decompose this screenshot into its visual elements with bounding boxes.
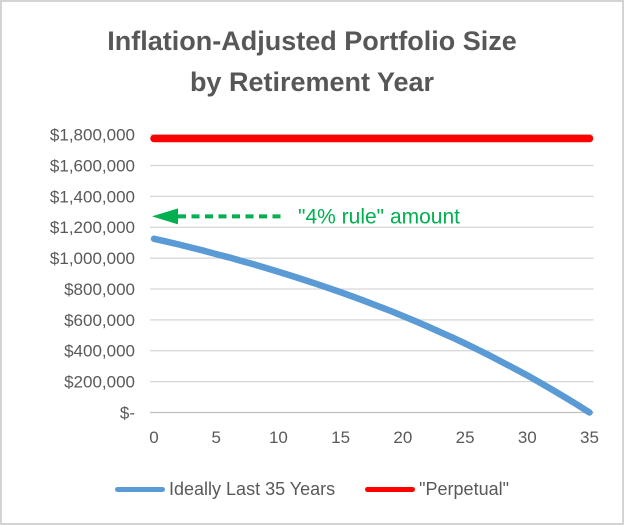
x-axis-tick-label: 5: [211, 428, 220, 447]
y-axis-tick-label: $200,000: [64, 373, 135, 392]
chart-title-line1: Inflation-Adjusted Portfolio Size: [107, 26, 517, 56]
x-axis-tick-label: 0: [149, 428, 158, 447]
annotation-4-percent-rule: "4% rule" amount: [152, 205, 460, 228]
y-axis-tick-label: $600,000: [64, 311, 135, 330]
legend-label-perpetual: "Perpetual": [419, 479, 509, 499]
x-axis-tick-label: 35: [580, 428, 599, 447]
x-axis-labels: 0 5 10 15 20 25 30 35: [149, 428, 599, 447]
y-axis-tick-label: $1,800,000: [50, 126, 135, 145]
x-axis-tick-label: 20: [393, 428, 412, 447]
y-axis-tick-label: $800,000: [64, 280, 135, 299]
legend: Ideally Last 35 Years "Perpetual": [2, 479, 622, 500]
x-axis-tick-label: 10: [269, 428, 288, 447]
annotation-label: "4% rule" amount: [298, 205, 460, 228]
chart-title: Inflation-Adjusted Portfolio Size by Ret…: [2, 21, 622, 103]
annotation-arrow-head-icon: [152, 208, 178, 225]
y-axis-tick-label: $1,400,000: [50, 187, 135, 206]
legend-line-swatch-blue: [115, 487, 166, 492]
legend-item-ideally-last-35-years: Ideally Last 35 Years: [115, 479, 335, 500]
legend-line-swatch-red: [365, 487, 416, 492]
x-axis-tick-label: 30: [518, 428, 537, 447]
y-axis-tick-label: $1,200,000: [50, 218, 135, 237]
legend-item-perpetual: "Perpetual": [365, 479, 509, 500]
chart-title-line2: by Retirement Year: [189, 67, 435, 97]
y-axis-tick-label: $1,600,000: [50, 156, 135, 175]
gridlines: [150, 133, 594, 414]
y-axis-tick-label: $1,000,000: [50, 249, 135, 268]
y-axis-tick-label: $400,000: [64, 342, 135, 361]
legend-label-ideally-last-35-years: Ideally Last 35 Years: [169, 479, 336, 499]
series-line-ideally-last-35-years: [150, 235, 593, 416]
x-axis-tick-label: 15: [331, 428, 350, 447]
y-axis-tick-label: $-: [120, 404, 135, 423]
x-axis-tick-label: 25: [456, 428, 475, 447]
data-series: [150, 134, 594, 416]
y-axis-labels: $1,800,000 $1,600,000 $1,400,000 $1,200,000…: [50, 126, 135, 423]
